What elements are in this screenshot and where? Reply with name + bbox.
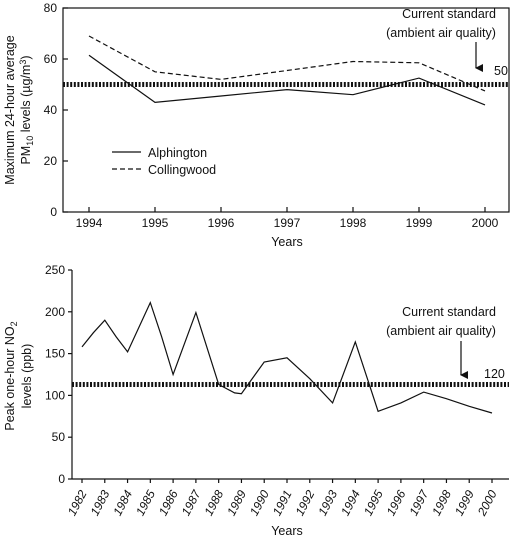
legend-label-collingwood: Collingwood [148, 163, 216, 177]
pm10-x-tick-label: 1999 [406, 216, 433, 230]
pm10-series [88, 35, 486, 106]
pm10-standard-annotation-line2: (ambient air quality) [386, 26, 496, 40]
no2-series-line [81, 300, 493, 414]
no2-y-tick-label: 150 [45, 347, 65, 361]
no2-x-tick-label: 1994 [338, 488, 363, 518]
no2-x-ticks: 1982198319841985198619871988198919901991… [65, 479, 500, 519]
no2-x-tick-label: 1990 [247, 488, 272, 518]
no2-x-tick-label: 1982 [65, 488, 90, 518]
no2-x-tick-label: 2000 [474, 488, 500, 519]
pm10-y-tick-label: 40 [44, 103, 58, 117]
no2-standard-annotation-line2: (ambient air quality) [386, 324, 496, 338]
pm10-series-line-alphington [88, 54, 486, 106]
pm10-y-title-line2: PM10 levels (µg/m3) [18, 55, 35, 164]
no2-series [81, 300, 493, 414]
pm10-x-tick-label: 1997 [274, 216, 301, 230]
pm10-chart: 0 20 40 60 80 1994 1995 1996 1997 1998 1999 2000 C… [3, 1, 510, 249]
no2-x-tick-label: 1992 [293, 488, 318, 518]
no2-x-tick-label: 1989 [224, 488, 249, 518]
no2-x-tick-label: 1986 [156, 488, 181, 518]
no2-x-tick-label: 1987 [179, 487, 205, 518]
no2-standard-annotation-line1: Current standard [402, 305, 496, 319]
pm10-x-tick-label: 1995 [142, 216, 169, 230]
no2-chart: 0 50 100 150 200 250 198219831984198519861987… [3, 263, 509, 538]
no2-x-axis-title: Years [271, 524, 303, 538]
no2-x-tick-label: 1997 [406, 487, 432, 518]
pm10-x-ticks: 1994 1995 1996 1997 1998 1999 2000 [76, 207, 499, 230]
no2-y-axis-title: Peak one-hour NO2 levels (ppb) [3, 321, 34, 430]
no2-x-tick-label: 1996 [384, 488, 409, 518]
pm10-series-line-collingwood [88, 35, 486, 92]
no2-x-tick-label: 1988 [201, 488, 226, 518]
no2-x-tick-label: 1993 [315, 488, 340, 518]
no2-x-tick-label: 1998 [429, 488, 454, 518]
no2-y-ticks: 0 50 100 150 200 250 [45, 263, 72, 486]
no2-x-tick-label: 1999 [452, 488, 477, 518]
pm10-x-axis-title: Years [271, 235, 303, 249]
pm10-y-tick-label: 60 [44, 52, 58, 66]
no2-y-tick-label: 100 [45, 388, 65, 402]
pm10-x-tick-label: 1998 [340, 216, 367, 230]
pm10-y-tick-label: 20 [44, 154, 58, 168]
legend-label-alphington: Alphington [148, 146, 207, 160]
no2-standard-label: 120 [484, 367, 505, 381]
no2-y-tick-label: 200 [45, 305, 65, 319]
pm10-y-ticks: 0 20 40 60 80 [44, 1, 68, 219]
no2-y-tick-label: 250 [45, 263, 65, 277]
no2-x-tick-label: 1991 [270, 488, 295, 518]
no2-y-title-line1: Peak one-hour NO2 [3, 321, 19, 430]
pm10-y-axis-title: Maximum 24-hour average PM10 levels (µg/… [3, 35, 35, 184]
pm10-y-title-line1: Maximum 24-hour average [3, 35, 17, 184]
no2-x-tick-label: 1995 [361, 488, 386, 518]
no2-x-tick-label: 1983 [88, 488, 113, 518]
pm10-y-tick-label: 80 [44, 1, 58, 15]
no2-y-tick-label: 50 [52, 430, 66, 444]
pm10-x-tick-label: 1996 [208, 216, 235, 230]
pm10-x-tick-label: 1994 [76, 216, 103, 230]
pm10-standard-annotation-line1: Current standard [402, 7, 496, 21]
pm10-legend: Alphington Collingwood [112, 146, 216, 177]
no2-y-title-line2: levels (ppb) [20, 344, 34, 409]
pm10-x-tick-label: 2000 [472, 216, 499, 230]
no2-y-tick-label: 0 [58, 472, 65, 486]
no2-x-tick-label: 1984 [110, 488, 135, 518]
pm10-y-tick-label: 0 [50, 205, 57, 219]
pm10-standard-label: 50 [494, 64, 508, 78]
no2-x-tick-label: 1985 [133, 488, 158, 518]
